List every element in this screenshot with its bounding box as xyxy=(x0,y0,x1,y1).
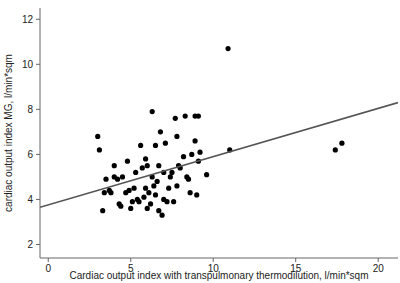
point xyxy=(120,174,125,179)
point xyxy=(174,183,179,188)
point xyxy=(133,170,138,175)
point xyxy=(192,138,197,143)
point xyxy=(181,154,186,159)
point xyxy=(153,192,158,197)
plot-area xyxy=(40,46,398,218)
x-tick-label: 20 xyxy=(373,263,385,274)
y-tick xyxy=(36,19,40,20)
y-tick xyxy=(36,154,40,155)
y-tick-label: 8 xyxy=(27,104,33,115)
y-axis xyxy=(40,8,41,258)
point xyxy=(186,177,191,182)
point xyxy=(153,143,158,148)
point xyxy=(189,152,194,157)
point xyxy=(158,129,163,134)
point xyxy=(196,114,201,119)
point xyxy=(174,134,179,139)
point xyxy=(131,186,136,191)
y-tick xyxy=(36,109,40,110)
y-tick xyxy=(36,244,40,245)
point xyxy=(108,190,113,195)
fit-line xyxy=(40,103,398,208)
point xyxy=(156,163,161,168)
x-tick xyxy=(378,258,379,262)
point xyxy=(151,183,156,188)
point xyxy=(148,201,153,206)
point xyxy=(128,206,133,211)
y-axis-label: cardiac output index MG, l/min*sqm xyxy=(3,54,14,212)
x-tick xyxy=(213,258,214,262)
point xyxy=(140,165,145,170)
point xyxy=(125,159,130,164)
y-tick-label: 12 xyxy=(22,14,34,25)
x-tick xyxy=(295,258,296,262)
point xyxy=(150,109,155,114)
y-tick-label: 10 xyxy=(22,59,34,70)
point xyxy=(155,179,160,184)
point xyxy=(112,163,117,168)
chart: 0510152024681012Cardiac output index wit… xyxy=(0,0,400,283)
point xyxy=(169,170,174,175)
y-tick-label: 2 xyxy=(27,239,33,250)
point xyxy=(102,190,107,195)
point xyxy=(143,186,148,191)
point xyxy=(333,147,338,152)
point xyxy=(145,206,150,211)
point xyxy=(159,213,164,218)
point xyxy=(138,143,143,148)
point xyxy=(95,134,100,139)
point xyxy=(171,199,176,204)
point xyxy=(115,177,120,182)
x-tick-label: 0 xyxy=(45,263,51,274)
y-tick-label: 6 xyxy=(27,149,33,160)
point xyxy=(204,172,209,177)
point xyxy=(163,141,168,146)
point xyxy=(173,116,178,121)
point xyxy=(156,208,161,213)
x-tick xyxy=(130,258,131,262)
y-tick xyxy=(36,64,40,65)
point xyxy=(136,199,141,204)
point xyxy=(118,204,123,209)
y-tick-label: 4 xyxy=(27,194,33,205)
point xyxy=(225,46,230,51)
point xyxy=(188,190,193,195)
point xyxy=(197,150,202,155)
y-tick xyxy=(36,199,40,200)
x-axis xyxy=(40,258,398,259)
point xyxy=(103,177,108,182)
point xyxy=(194,192,199,197)
point xyxy=(141,195,146,200)
point xyxy=(166,186,171,191)
point xyxy=(100,208,105,213)
point xyxy=(146,190,151,195)
point xyxy=(130,199,135,204)
point xyxy=(168,174,173,179)
point xyxy=(145,163,150,168)
point xyxy=(126,188,131,193)
point xyxy=(164,199,169,204)
point xyxy=(97,147,102,152)
point xyxy=(183,114,188,119)
x-axis-label: Cardiac output index with transpulmonary… xyxy=(69,270,368,281)
x-tick xyxy=(48,258,49,262)
point xyxy=(339,141,344,146)
point xyxy=(143,156,148,161)
